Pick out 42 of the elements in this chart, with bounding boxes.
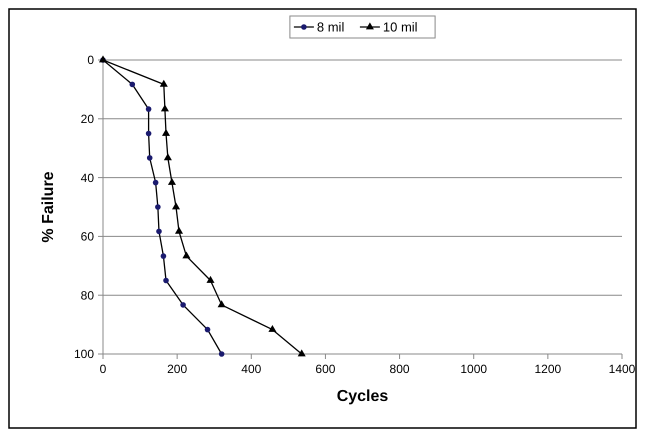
point: [218, 351, 224, 357]
point: [156, 228, 162, 234]
point: [163, 278, 169, 284]
x-tick-label: 1400: [608, 362, 636, 376]
point: [164, 153, 172, 160]
point: [180, 302, 186, 308]
x-tick-label: 600: [315, 362, 336, 376]
point: [172, 202, 180, 210]
point: [129, 82, 136, 88]
y-tick-label: 80: [80, 288, 94, 302]
point: [146, 106, 152, 112]
point: [160, 104, 169, 112]
point: [182, 251, 190, 258]
y-tick-label: 100: [74, 347, 94, 362]
x-tick-label: 400: [241, 362, 262, 376]
point: [268, 324, 276, 332]
point: [155, 204, 161, 210]
point: [160, 253, 166, 259]
point: [206, 276, 215, 283]
legend-label: 10 mil: [382, 20, 418, 35]
point: [160, 80, 168, 87]
x-axis-title: Cycles: [336, 388, 388, 405]
y-tick-label: 40: [80, 170, 94, 185]
legend-label: 8 mil: [316, 20, 344, 35]
point: [152, 180, 158, 186]
y-tick-label: 0: [87, 53, 94, 68]
y-tick-label: 20: [80, 112, 94, 126]
point: [174, 226, 184, 234]
point: [146, 155, 153, 161]
y-axis-title: % Failure: [40, 171, 57, 243]
point: [298, 349, 306, 356]
point: [146, 130, 152, 136]
x-tick-label: 200: [167, 362, 188, 376]
point: [168, 178, 176, 185]
point: [204, 326, 210, 332]
point: [162, 128, 170, 136]
x-tick-label: 1000: [460, 362, 488, 376]
x-tick-label: 1200: [534, 362, 562, 376]
x-tick-label: 0: [100, 362, 107, 376]
point: [218, 300, 226, 308]
x-tick-label: 800: [390, 362, 410, 376]
y-tick-label: 60: [80, 230, 94, 244]
